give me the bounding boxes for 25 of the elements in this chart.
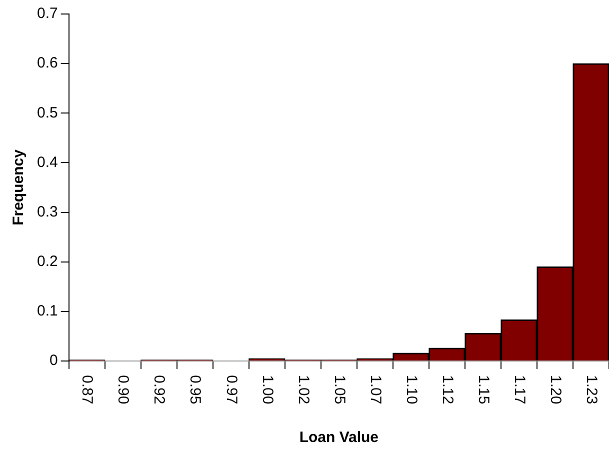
y-tick-label: 0.3 [36,203,58,220]
x-tick-label: 1.15 [474,375,492,404]
y-tick-label: 0.7 [36,5,58,22]
x-tick-label: 1.20 [546,375,564,404]
x-tick-label: 1.23 [582,375,600,404]
x-tick-label: 0.97 [222,375,240,404]
y-tick-label: 0.2 [36,253,58,270]
y-axis-title: Frequency [10,148,28,226]
y-tick-label: 0.4 [36,154,58,171]
x-tick-label: 1.00 [258,375,276,404]
x-tick-label: 1.17 [510,375,528,404]
y-tick-label: 0.6 [36,54,58,72]
x-tick-label: 1.07 [366,375,384,404]
y-tick-label: 0 [50,352,58,370]
x-tick-label: 0.87 [78,375,96,404]
y-tick-label: 0.1 [36,302,58,320]
y-tick-label: 0.5 [36,104,58,122]
x-tick-label: 0.95 [186,375,204,404]
x-tick-label: 0.92 [150,375,168,404]
x-tick-label: 1.12 [438,375,456,404]
x-tick-label: 1.10 [402,375,420,404]
x-axis-title: Loan Value [299,429,379,446]
x-tick-label: 0.90 [114,375,132,404]
x-tick-label: 1.05 [330,375,348,404]
x-tick-label: 1.02 [294,375,312,404]
